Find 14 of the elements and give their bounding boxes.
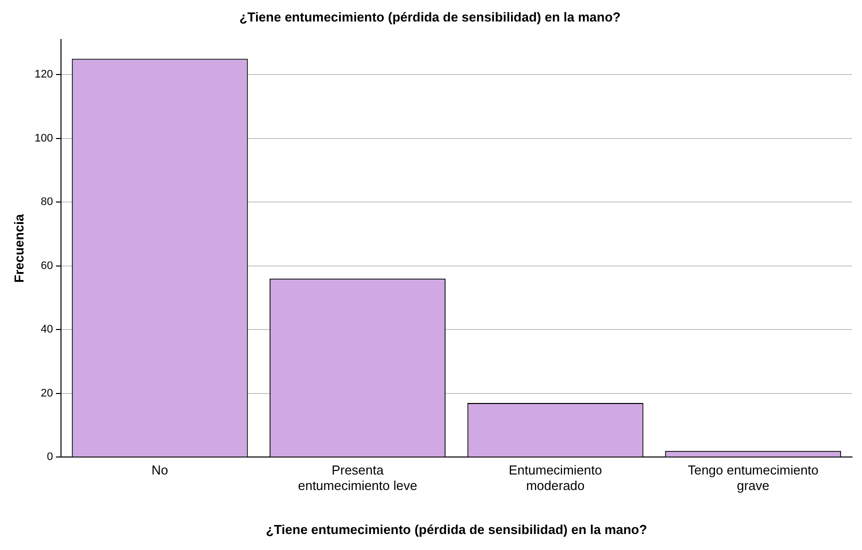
y-tick-label: 100 (34, 132, 53, 144)
x-axis-title: ¿Tiene entumecimiento (pérdida de sensibilidad) en la mano? (266, 522, 648, 537)
y-tick-label: 80 (40, 196, 53, 208)
y-tick-label: 120 (34, 68, 53, 81)
y-tick-label: 40 (40, 324, 53, 336)
x-tick-label: Presenta entumecimiento leve (298, 462, 418, 494)
y-tick-label: 0 (46, 451, 53, 464)
x-tick-label: Entumecimiento moderado (508, 462, 602, 494)
y-axis-title: Frecuencia (11, 213, 26, 283)
y-tick-label: 60 (40, 260, 53, 272)
y-tick-label: 20 (40, 387, 53, 400)
chart-title: ¿Tiene entumecimiento (pérdida de sensibilidad) en la mano? (239, 9, 621, 24)
x-tick-label: No (152, 462, 168, 478)
x-tick-label: Tengo entumecimiento grave (688, 462, 819, 494)
